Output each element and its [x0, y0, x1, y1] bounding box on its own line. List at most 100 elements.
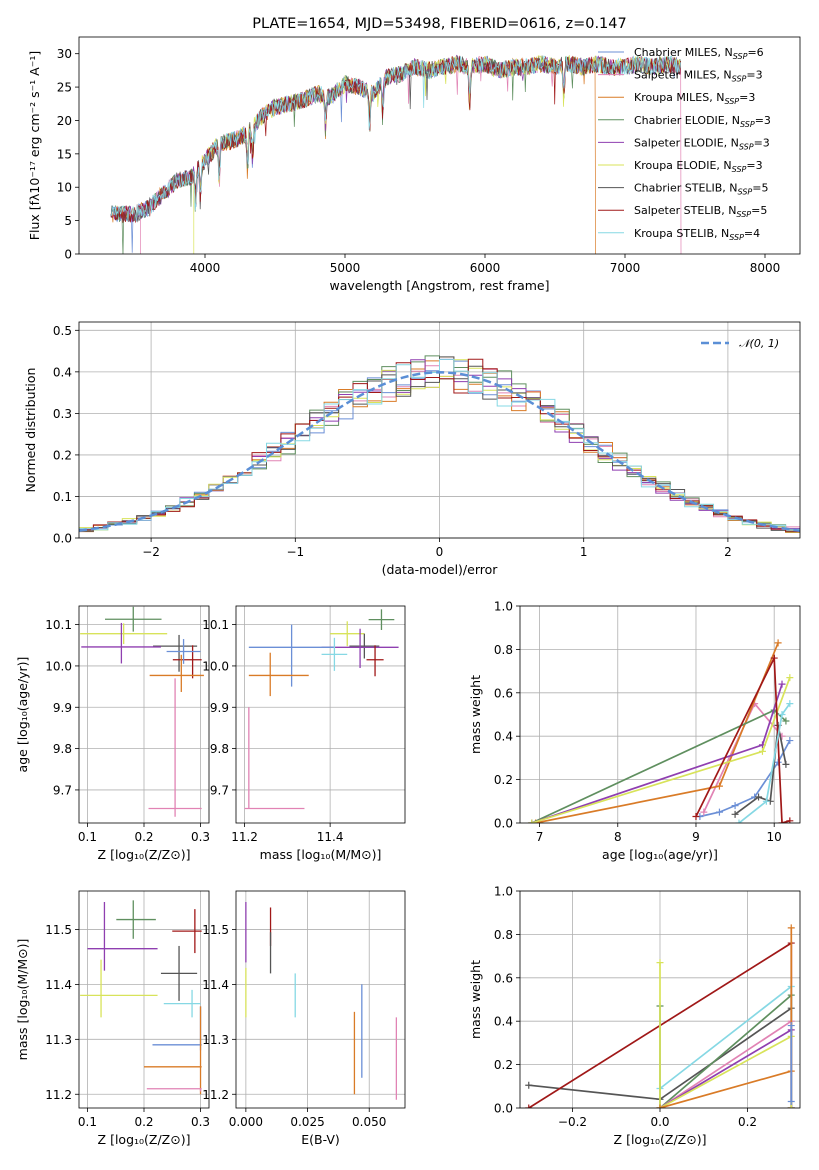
- y-tick-label: 30: [57, 47, 72, 61]
- y-tick-label: 10.1: [45, 618, 72, 632]
- y-tick-label: 11.3: [202, 1033, 229, 1047]
- errorbar-salpeter-miles: [148, 678, 202, 817]
- errorbar-salpeter-elodie: [81, 622, 161, 664]
- x-axis-label: E(B-V): [301, 1132, 340, 1147]
- x-tick-label: 2: [724, 545, 732, 559]
- weight-marker: [782, 717, 790, 725]
- x-tick-label: 0.1: [78, 1115, 97, 1129]
- x-tick-label: 9: [692, 830, 700, 844]
- weight-series-kroupa-elodie: [528, 674, 794, 823]
- spectrum-line-kroupa-stelib: [110, 55, 682, 223]
- y-tick-label: 25: [57, 81, 72, 95]
- errorbar-kroupa-stelib: [163, 989, 201, 1018]
- x-axis-label: Z [log₁₀(Z/Z⊙)]: [98, 1132, 191, 1147]
- y-tick-label: 0.6: [494, 971, 513, 985]
- legend-entry: Kroupa ELODIE, NSSP=3: [634, 159, 763, 174]
- axes-frame: [78, 36, 801, 255]
- y-tick-label: 0.8: [494, 643, 513, 657]
- chart-mass-vs-Z: 0.1 0.2 0.3 11.2 11.3 11.4 11.5 Z [log₁₀(Z/Z⊙)]…: [15, 890, 210, 1147]
- legend-entry: Salpeter MILES, NSSP=3: [634, 69, 763, 84]
- legend-entry: Kroupa MILES, NSSP=3: [634, 91, 755, 106]
- errorbar-kroupa-stelib: [321, 637, 348, 671]
- errorbar-chabrier-elodie: [105, 606, 162, 632]
- weight-marker: [787, 1104, 795, 1108]
- weight-marker: [778, 711, 786, 718]
- y-tick-label: 0.2: [494, 773, 513, 787]
- x-tick-label: 11.2: [231, 830, 258, 844]
- y-tick-label: 11.5: [202, 923, 229, 937]
- panels: 4000 5000 6000 7000 8000051015202530waveleng…: [15, 36, 801, 1147]
- errorbar-kroupa-miles: [248, 652, 309, 697]
- weight-marker: [715, 782, 723, 790]
- y-tick-label: 0.5: [53, 324, 72, 338]
- x-tick-label: 6000: [470, 261, 501, 275]
- y-tick-label: 0: [64, 248, 72, 262]
- weight-marker: [787, 924, 795, 932]
- weight-marker: [758, 747, 766, 755]
- x-tick-label: 0.2: [134, 830, 153, 844]
- y-tick-label: 0.8: [494, 928, 513, 942]
- y-tick-label: 9.7: [210, 783, 229, 797]
- y-axis-label: Flux [fλ10⁻¹⁷ erg cm⁻² s⁻¹ A⁻¹]: [27, 51, 42, 240]
- axes-frame: [235, 605, 406, 824]
- weight-marker: [525, 1081, 533, 1089]
- x-axis-label: Z [log₁₀(Z/Z⊙)]: [614, 1132, 707, 1147]
- x-tick-label: 8: [614, 830, 622, 844]
- y-tick-label: 9.9: [53, 701, 72, 715]
- errorbar-kroupa-miles: [149, 654, 204, 692]
- gaussian-curve: [79, 371, 800, 532]
- weight-marker: [731, 810, 739, 818]
- y-tick-label: 0.0: [494, 817, 513, 831]
- x-tick-label: 0.050: [352, 1115, 386, 1129]
- y-tick-label: 0.2: [494, 1058, 513, 1072]
- x-tick-label: 4000: [190, 261, 221, 275]
- legend-entry: Chabrier STELIB, NSSP=5: [634, 182, 768, 197]
- weight-marker: [715, 808, 723, 816]
- errorbar-kroupa-elodie: [330, 621, 365, 647]
- plot-area: [525, 924, 795, 1108]
- legend-entry: Salpeter STELIB, NSSP=5: [634, 204, 767, 219]
- x-tick-label: 11.4: [317, 830, 344, 844]
- x-tick-label: −1: [286, 545, 304, 559]
- errorbar-salpeter-stelib: [172, 645, 202, 679]
- y-tick-label: 11.2: [45, 1088, 72, 1102]
- weight-marker: [786, 817, 794, 823]
- x-axis-label: wavelength [Angstrom, rest frame]: [329, 278, 549, 293]
- plot-area: [110, 54, 682, 254]
- weight-series-chabrier-miles: [787, 1022, 795, 1105]
- y-tick-label: 20: [57, 114, 72, 128]
- residual-legend: 𝒩(0, 1): [701, 337, 779, 350]
- chart-weight-vs-age: 7 8 9 10 0.0 0.2 0.4 0.6 0.8 1.0 age [log₁₀(age/yr…: [468, 600, 801, 862]
- plot-area: [244, 609, 399, 810]
- weight-marker: [786, 737, 794, 745]
- errorbar-chabrier-miles: [166, 639, 201, 664]
- y-tick-label: 11.3: [45, 1033, 72, 1047]
- y-axis-label: mass weight: [468, 675, 483, 754]
- weight-marker: [692, 812, 700, 820]
- y-tick-label: 0.2: [53, 448, 72, 462]
- x-tick-label: 0: [436, 545, 444, 559]
- weight-marker: [656, 959, 664, 967]
- plot-area: [80, 900, 202, 1095]
- errorbar-kroupa-elodie: [80, 623, 168, 645]
- weight-marker: [786, 700, 794, 708]
- y-tick-label: 11.2: [202, 1088, 229, 1102]
- y-tick-label: 15: [57, 147, 72, 161]
- y-tick-label: 0.1: [53, 490, 72, 504]
- y-tick-label: 1.0: [494, 885, 513, 899]
- weight-marker: [528, 819, 536, 823]
- weight-marker: [735, 819, 743, 823]
- axes-frame: [235, 890, 406, 1109]
- plot-area: [245, 901, 398, 1100]
- weight-marker: [786, 674, 794, 682]
- weight-marker: [778, 680, 786, 688]
- x-tick-label: 7: [536, 830, 544, 844]
- y-tick-label: 11.5: [45, 923, 72, 937]
- weight-marker: [656, 1104, 664, 1108]
- y-axis-label: mass weight: [468, 960, 483, 1039]
- errorbar-chabrier-elodie: [368, 609, 395, 630]
- y-tick-label: 10.1: [202, 618, 229, 632]
- weight-marker: [778, 819, 786, 823]
- weight-marker: [525, 1104, 533, 1108]
